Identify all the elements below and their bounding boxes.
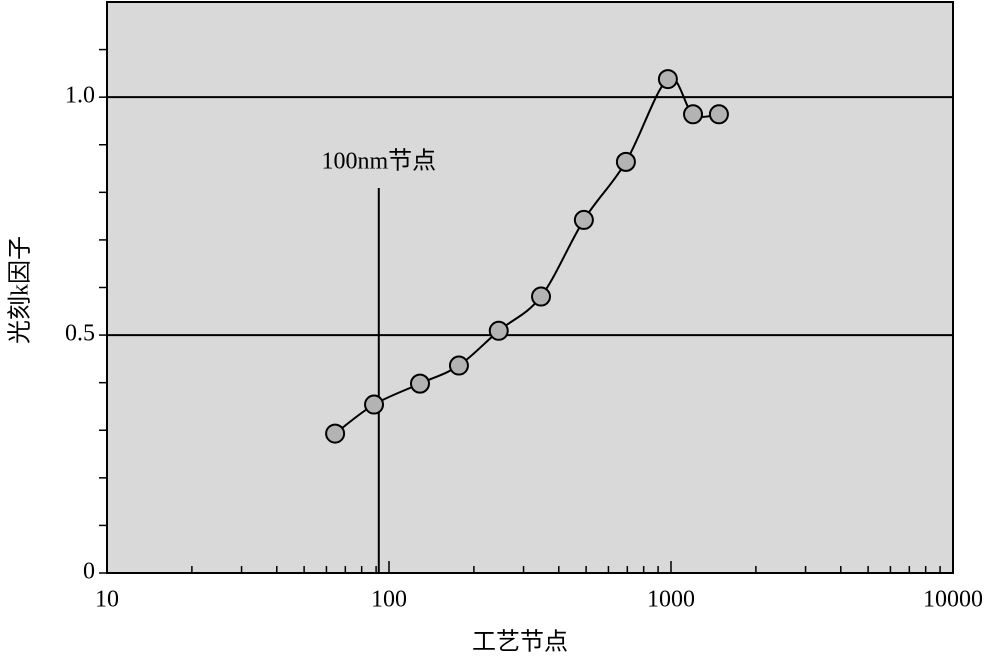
data-point bbox=[683, 104, 704, 125]
data-point bbox=[531, 286, 552, 307]
data-point bbox=[325, 423, 346, 444]
y-axis-label: 光刻k因子 bbox=[7, 236, 34, 344]
y-tick-label: 0.5 bbox=[65, 321, 95, 347]
data-point bbox=[657, 69, 678, 90]
plot-area bbox=[106, 1, 954, 574]
x-tick-label: 1000 bbox=[647, 587, 695, 613]
x-tick-label: 100 bbox=[371, 587, 407, 613]
data-point bbox=[364, 394, 385, 415]
data-point bbox=[615, 151, 636, 172]
annotation: 100nm节点 bbox=[321, 148, 436, 175]
x-tick-label: 10000 bbox=[923, 587, 983, 613]
y-tick-label: 0 bbox=[83, 559, 95, 585]
x-axis-label: 工艺节点 bbox=[472, 629, 568, 656]
data-point bbox=[708, 104, 729, 125]
data-point bbox=[488, 320, 509, 341]
data-point bbox=[573, 209, 594, 230]
y-tick-label: 1.0 bbox=[65, 83, 95, 109]
data-point bbox=[409, 373, 430, 394]
x-tick-label: 10 bbox=[95, 587, 119, 613]
data-point bbox=[448, 355, 469, 376]
